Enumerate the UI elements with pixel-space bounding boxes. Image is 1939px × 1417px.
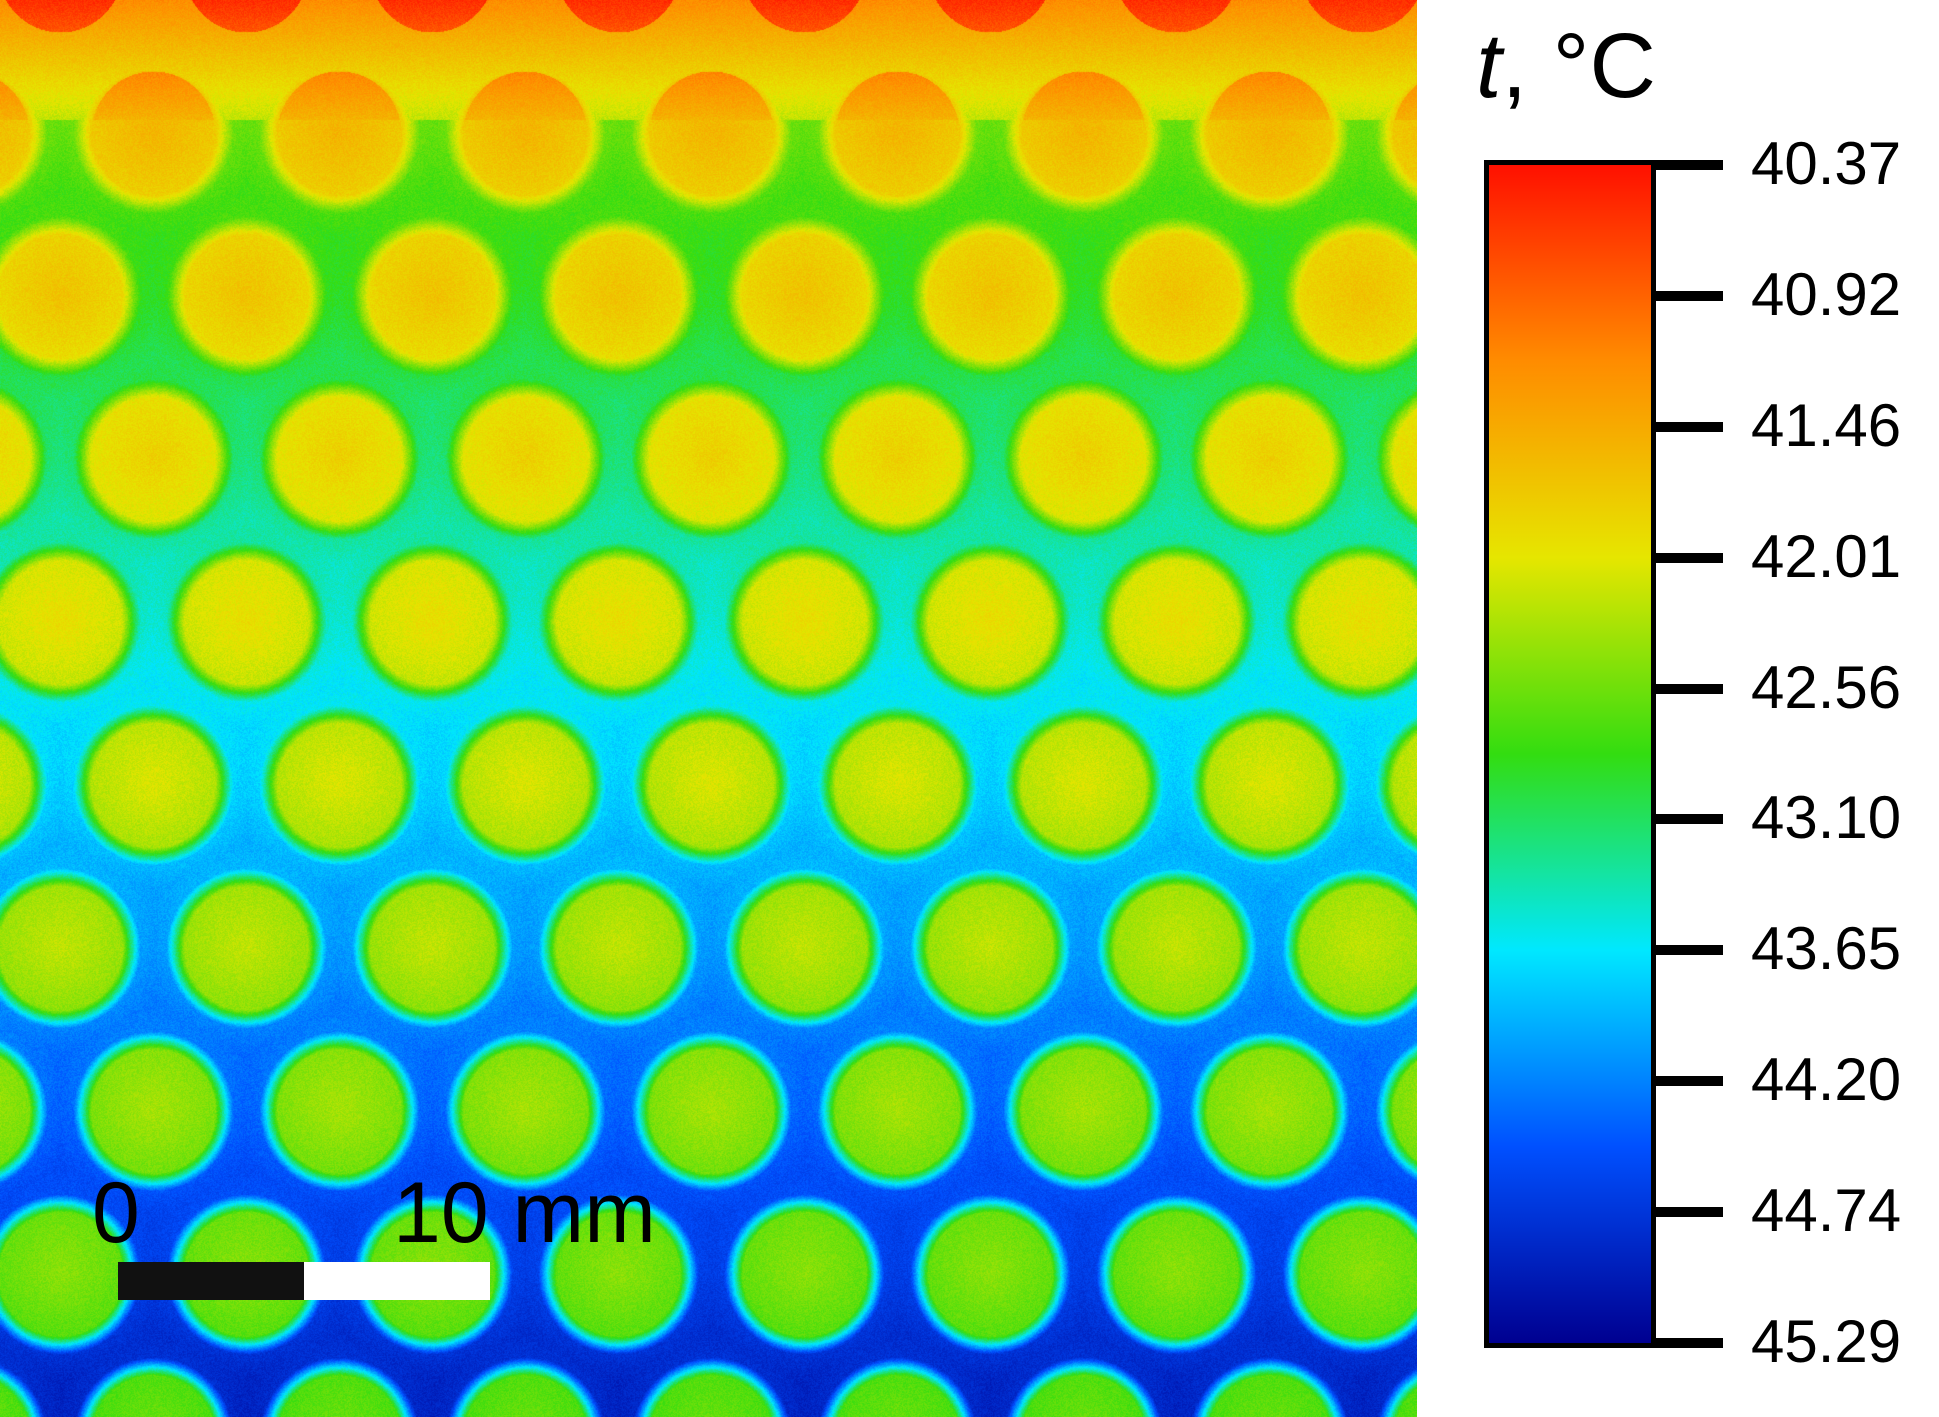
- colorbar-tick-label: 42.01: [1751, 522, 1902, 590]
- colorbar-tick-label: 44.20: [1751, 1046, 1902, 1114]
- colorbar-tick: [1656, 290, 1723, 301]
- scale-bar-black-segment: [118, 1262, 304, 1300]
- colorbar-tick: [1656, 814, 1723, 825]
- colorbar-tick-label: 43.65: [1751, 915, 1902, 983]
- colorbar-tick: [1656, 160, 1723, 170]
- colorbar-tick-label: 41.46: [1751, 391, 1902, 459]
- colorbar-tick-label: 43.10: [1751, 784, 1902, 852]
- colorbar-tick-label: 40.92: [1751, 260, 1902, 328]
- colorbar: [1484, 160, 1656, 1348]
- colorbar-tick: [1656, 1338, 1723, 1348]
- colorbar-tick: [1656, 552, 1723, 563]
- thermal-image: [0, 0, 1417, 1417]
- colorbar-unit: , °C: [1501, 15, 1656, 117]
- colorbar-tick: [1656, 1076, 1723, 1087]
- colorbar-tick-label: 40.37: [1751, 130, 1902, 197]
- colorbar-ticks: 40.37 40.92 41.46 42.01 42.56 43.10 43.65 44.20…: [1656, 0, 1939, 1417]
- colorbar-tick: [1656, 1207, 1723, 1218]
- scale-bar: [118, 1262, 490, 1300]
- scale-bar-end-label: 10 mm: [393, 1165, 656, 1261]
- colorbar-title: t, °C: [1476, 20, 1656, 112]
- scale-bar-white-segment: [304, 1262, 490, 1300]
- colorbar-tick-label: 42.56: [1751, 653, 1902, 721]
- colorbar-tick-label: 44.74: [1751, 1177, 1902, 1245]
- scale-bar-zero-label: 0: [92, 1165, 140, 1261]
- colorbar-variable: t: [1476, 15, 1502, 117]
- colorbar-tick-label: 45.29: [1751, 1308, 1902, 1375]
- colorbar-tick: [1656, 683, 1723, 694]
- colorbar-tick: [1656, 421, 1723, 432]
- colorbar-tick: [1656, 945, 1723, 956]
